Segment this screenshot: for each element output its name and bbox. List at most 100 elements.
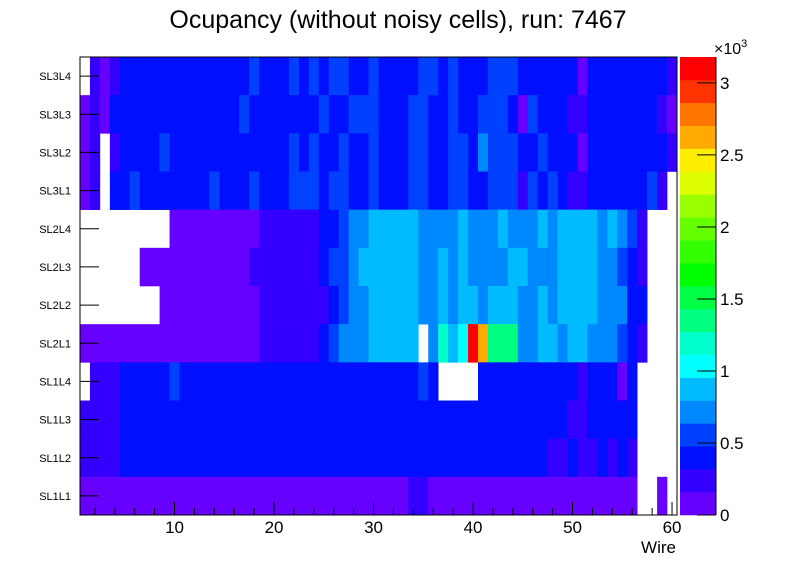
heatmap-cell [378, 57, 419, 96]
heatmap-cell [617, 247, 628, 287]
heatmap-cell [667, 95, 678, 134]
heatmap-cell [378, 171, 409, 210]
x-tick-label: 30 [364, 518, 383, 537]
heatmap-cell [637, 324, 648, 363]
heatmap-cell [448, 247, 459, 287]
heatmap-cell [348, 171, 369, 210]
palette-tick-label: 0 [720, 506, 729, 525]
heatmap-cell [587, 95, 658, 134]
heatmap-cell [448, 324, 459, 363]
palette-swatch [680, 125, 716, 149]
heatmap-cell [318, 95, 330, 134]
heatmap-cell [179, 362, 419, 401]
heatmap-cell [318, 171, 330, 210]
heatmap-cell [617, 362, 628, 401]
heatmap-cell [617, 438, 628, 478]
heatmap-cell [288, 171, 320, 210]
heatmap-cell [249, 171, 260, 210]
heatmap-cell [418, 247, 439, 287]
y-tick-label: SL1L3 [39, 415, 71, 427]
heatmap-cell [448, 171, 469, 210]
heatmap-cell [468, 171, 489, 210]
heatmap-cell [537, 133, 548, 172]
heatmap-cell [249, 57, 260, 96]
heatmap-cell [338, 209, 349, 249]
y-tick-label: SL3L3 [39, 109, 71, 121]
heatmap-cell [209, 171, 220, 210]
heatmap-cell [557, 247, 598, 287]
heatmap-cell [318, 247, 330, 287]
heatmap-cell [468, 247, 509, 287]
z-exponent: ×103 [714, 38, 747, 58]
palette-swatch [680, 492, 716, 516]
heatmap-cell [328, 95, 349, 134]
palette-swatch [680, 240, 716, 264]
heatmap-cell [667, 133, 678, 172]
heatmap-cell [567, 171, 588, 210]
x-tick-label: 50 [563, 518, 582, 537]
x-tick-label: 20 [265, 518, 284, 537]
palette-swatch [680, 331, 716, 355]
heatmap-cell [318, 57, 330, 96]
heatmap-cell [348, 286, 369, 325]
palette-swatch [680, 446, 716, 470]
heatmap-cell [408, 171, 429, 210]
heatmap-cell [438, 286, 449, 325]
heatmap-cell [378, 95, 409, 134]
heatmap-cell [577, 438, 598, 478]
heatmap-cells [80, 57, 678, 516]
heatmap-cell [537, 209, 548, 249]
heatmap-cell [428, 171, 449, 210]
heatmap-cell [657, 171, 668, 210]
y-tick-label: SL2L2 [39, 300, 71, 312]
heatmap-cell [517, 95, 529, 134]
palette-swatch [680, 57, 716, 81]
heatmap-cell [438, 57, 449, 96]
heatmap-cell [517, 133, 538, 172]
heatmap-cell [288, 57, 300, 96]
heatmap-cell [159, 286, 260, 325]
heatmap-cell [448, 95, 459, 134]
heatmap-cell [587, 57, 668, 96]
heatmap-cell [80, 324, 260, 363]
y-tick-label: SL2L1 [39, 338, 71, 350]
heatmap-cell [328, 247, 349, 287]
plot-frame [79, 56, 678, 516]
heatmap-cell [577, 57, 588, 96]
palette-swatch [680, 102, 716, 126]
heatmap-cell [328, 57, 349, 96]
heatmap-cell [487, 57, 519, 96]
heatmap-cell [288, 133, 300, 172]
heatmap-cell [119, 362, 170, 401]
heatmap-cell [448, 133, 469, 172]
heatmap-cell [109, 57, 121, 96]
chart-title: Ocupancy (without noisy cells), run: 746… [169, 6, 626, 34]
palette-tick-label: 2 [720, 218, 729, 237]
heatmap-cell [637, 209, 648, 249]
heatmap-cell [259, 171, 290, 210]
heatmap-cell [348, 133, 369, 172]
heatmap-cell [80, 476, 409, 516]
heatmap-cell [587, 362, 618, 401]
heatmap-cell [318, 324, 330, 363]
heatmap-cell [428, 133, 449, 172]
y-tick-label: SL1L2 [39, 453, 71, 465]
heatmap-cell [169, 133, 290, 172]
heatmap-cell [259, 324, 320, 363]
heatmap-cell [547, 438, 568, 478]
heatmap-cell [587, 400, 638, 439]
heatmap-cell [527, 247, 558, 287]
heatmap-cell [478, 324, 489, 363]
heatmap-cell [557, 209, 598, 249]
y-axis: SL3L4 SL3L3 SL3L2 SL3L1 SL2L4 SL2L3 SL2L2 SL2L1… [39, 71, 99, 503]
heatmap-cell [547, 286, 558, 325]
heatmap-cell [468, 209, 499, 249]
palette-tick-label: 3 [720, 74, 729, 93]
palette-swatch [680, 148, 716, 172]
heatmap-cell [328, 286, 339, 325]
heatmap-cell [338, 133, 349, 172]
heatmap-cell [418, 209, 459, 249]
palette-swatch [680, 354, 716, 378]
heatmap-cell [627, 362, 638, 401]
